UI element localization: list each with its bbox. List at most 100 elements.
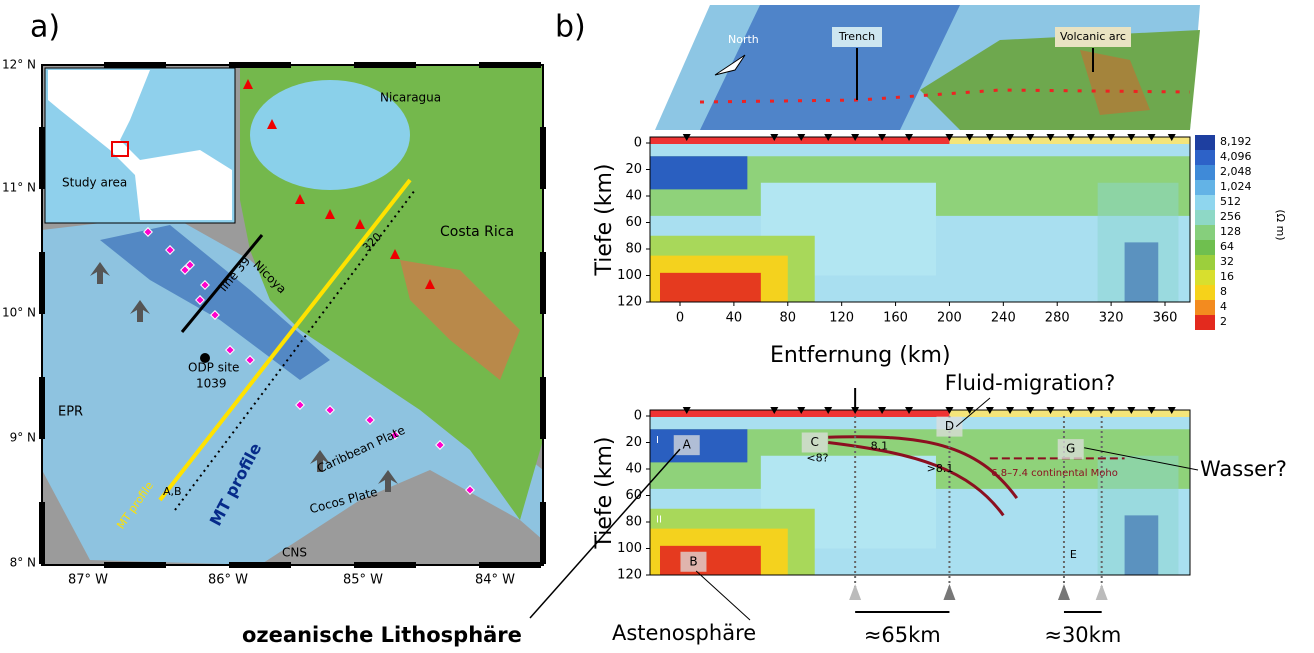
seismicity xyxy=(245,355,255,365)
distance-tick-label: 320 xyxy=(1099,311,1124,326)
label: ODP site xyxy=(188,361,239,375)
odp-site xyxy=(200,353,210,363)
lat-label: 12° N xyxy=(2,58,36,72)
label: 8.1 xyxy=(871,439,889,452)
label: Wasser? xyxy=(1200,457,1287,481)
mt-profile-line xyxy=(158,178,412,502)
lake xyxy=(250,80,410,190)
label: North xyxy=(728,33,759,46)
surface-layer xyxy=(650,410,1190,417)
axis-title: Tiefe (km) xyxy=(592,163,617,276)
lon-label: 87° W xyxy=(68,573,108,588)
frame-tick xyxy=(229,562,291,568)
map-frame xyxy=(41,64,544,566)
label: EPR xyxy=(58,405,83,420)
depth-tick-label: 60 xyxy=(625,488,642,503)
lat-label: 11° N xyxy=(2,181,36,195)
seismicity xyxy=(180,265,190,275)
depth-tick-label: 40 xyxy=(625,189,642,204)
colorbar-label: 256 xyxy=(1220,210,1241,223)
frame-tick xyxy=(39,377,45,439)
seismicity xyxy=(295,400,305,410)
section-frame xyxy=(649,409,1191,576)
mountains xyxy=(400,260,520,380)
frame-tick xyxy=(104,562,166,568)
seismicity xyxy=(225,345,235,355)
distance-tick-label: 280 xyxy=(1045,311,1070,326)
colorbar-cell xyxy=(1195,240,1215,255)
colorbar-cell xyxy=(1195,135,1215,150)
colorbar-cell xyxy=(1195,165,1215,180)
lon-label: 84° W xyxy=(475,573,515,588)
depth-tick-label: 20 xyxy=(625,435,642,450)
colorbar-cell xyxy=(1195,255,1215,270)
pointer xyxy=(955,397,991,427)
region-box xyxy=(936,416,963,437)
pointer xyxy=(1084,447,1199,471)
pointer xyxy=(529,448,681,619)
label: ≈65km xyxy=(864,623,941,647)
colorbar-cell xyxy=(1195,150,1215,165)
colorbar-label: 2,048 xyxy=(1220,165,1252,178)
frame-tick xyxy=(479,62,541,68)
mt-profile-dots xyxy=(174,189,416,511)
frame-tick xyxy=(540,127,546,189)
block-arc xyxy=(1080,50,1150,115)
label: Volcanic arc xyxy=(1060,30,1126,43)
seismicity xyxy=(165,245,175,255)
plate-arrow xyxy=(130,300,150,322)
zone xyxy=(650,156,748,190)
colorbar-cell xyxy=(1195,315,1215,330)
trench-label-box xyxy=(832,27,882,47)
plate-arrow xyxy=(378,470,398,492)
depth-tick-label: 100 xyxy=(617,268,642,283)
plate-arrow xyxy=(90,262,110,284)
label: I xyxy=(656,435,659,446)
colorbar-label: 1,024 xyxy=(1220,180,1252,193)
colorbar-label: 32 xyxy=(1220,255,1234,268)
frame-tick xyxy=(540,252,546,314)
seismicity xyxy=(185,260,195,270)
label: D xyxy=(945,419,954,433)
distance-tick-label: 160 xyxy=(883,311,908,326)
frame-tick xyxy=(229,62,291,68)
slab-top xyxy=(828,435,1019,500)
distance-tick-label: 120 xyxy=(829,311,854,326)
seismicity xyxy=(325,405,335,415)
colorbar-unit: (Ω m) xyxy=(1274,209,1287,240)
colorbar-cell xyxy=(1195,300,1215,315)
colorbar-cell xyxy=(1195,180,1215,195)
lon-label: 85° W xyxy=(343,573,383,588)
arc-label-box xyxy=(1055,27,1131,47)
label: A,B xyxy=(163,485,182,498)
distance-tick-label: 240 xyxy=(991,311,1016,326)
volcano xyxy=(325,209,335,219)
label: 1039 xyxy=(196,377,227,391)
zone xyxy=(660,545,761,575)
label: II xyxy=(656,514,662,525)
label: C xyxy=(811,435,819,449)
seismicity xyxy=(143,227,153,237)
colorbar-label: 8 xyxy=(1220,285,1227,298)
depth-tick-label: 100 xyxy=(617,541,642,556)
distance-tick-label: 40 xyxy=(726,311,743,326)
surface-layer xyxy=(949,137,1190,144)
depth-tick-label: 80 xyxy=(625,515,642,530)
depth-tick-label: 80 xyxy=(625,242,642,257)
surface-layer xyxy=(650,137,1190,144)
depth-tick-label: 40 xyxy=(625,462,642,477)
section-frame xyxy=(649,136,1191,303)
volcano xyxy=(390,249,400,259)
label: ozeanische Lithosphäre xyxy=(242,623,522,647)
frame-tick xyxy=(39,252,45,314)
seismicity xyxy=(465,485,475,495)
colorbar-label: 128 xyxy=(1220,225,1241,238)
depth-tick-label: 120 xyxy=(617,295,642,310)
volcano xyxy=(425,279,435,289)
label: Trench xyxy=(838,30,875,43)
label: a) xyxy=(30,10,60,45)
volcano xyxy=(355,219,365,229)
colorbar-cell xyxy=(1195,225,1215,240)
